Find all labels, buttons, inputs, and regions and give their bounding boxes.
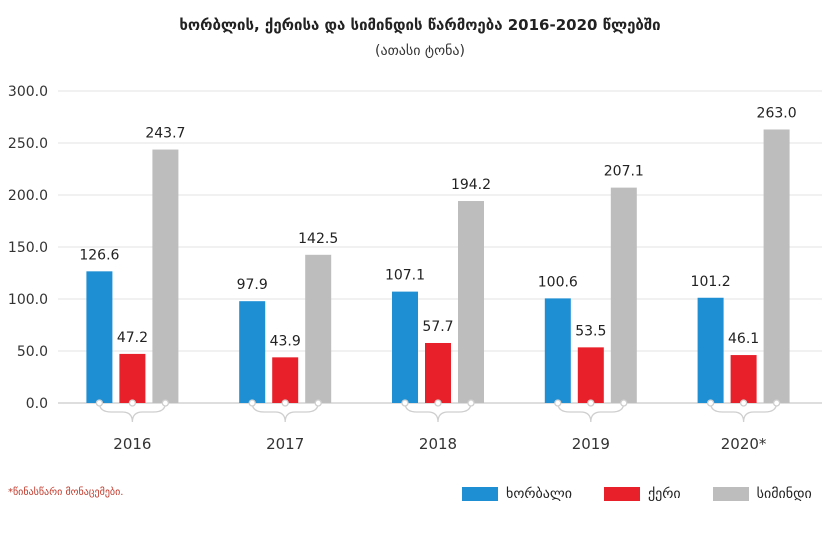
bracket-dot	[587, 399, 595, 407]
x-tick-label: 2019	[572, 435, 610, 453]
bracket-dot	[620, 399, 628, 407]
bracket-dot	[467, 399, 475, 407]
bar	[305, 254, 332, 403]
y-tick-label: 100.0	[8, 292, 48, 308]
bracket-dot	[281, 399, 289, 407]
group-bracket	[557, 402, 625, 423]
chart-subtitle: (ათასი ტონა)	[375, 43, 465, 59]
legend-swatch-barley	[603, 487, 640, 501]
data-label: 142.5	[298, 231, 338, 247]
group-bracket	[404, 402, 472, 423]
bracket-dot	[434, 399, 442, 407]
y-tick-label: 200.0	[8, 188, 48, 204]
bar	[392, 291, 418, 403]
bracket-dot	[128, 399, 137, 407]
bracket-dot	[314, 399, 322, 407]
data-label: 263.0	[757, 105, 797, 121]
bracket-dot	[772, 399, 781, 407]
legend-label-barley: ქერი	[647, 486, 681, 502]
data-label: 243.7	[145, 126, 185, 142]
bar	[763, 129, 790, 404]
bar	[425, 342, 451, 403]
data-label: 57.7	[422, 319, 453, 335]
bar	[119, 353, 146, 403]
legend-item-barley: ქერი	[603, 486, 681, 502]
data-label: 101.2	[691, 274, 731, 290]
group-bracket	[98, 402, 167, 423]
bracket-dot	[95, 399, 104, 407]
group-bracket	[251, 402, 319, 423]
x-tick-label: 2017	[266, 435, 304, 453]
data-label: 53.5	[575, 323, 606, 339]
bar	[86, 271, 113, 403]
x-tick-label: 2018	[419, 435, 457, 453]
bar	[544, 298, 571, 403]
y-tick-label: 300.0	[8, 84, 48, 100]
bracket-dot	[739, 399, 748, 407]
legend-label-wheat: ხორბალი	[506, 486, 572, 502]
data-label: 126.6	[79, 247, 119, 263]
y-tick-label: 150.0	[8, 240, 48, 256]
legend: ხორბალი ქერი სიმინდი	[462, 486, 812, 502]
bracket-dot	[706, 399, 715, 407]
legend-swatch-wheat	[462, 487, 498, 501]
bar	[152, 149, 179, 403]
bar	[458, 201, 484, 403]
bar	[239, 301, 266, 403]
bar	[610, 187, 637, 403]
bracket-dot	[248, 399, 256, 407]
data-label: 46.1	[728, 331, 759, 347]
legend-swatch-maize	[712, 487, 749, 501]
legend-label-maize: სიმინდი	[756, 486, 812, 502]
bracket-dot	[401, 399, 409, 407]
legend-item-wheat: ხორბალი	[462, 486, 572, 502]
bar	[730, 355, 757, 403]
legend-item-maize: სიმინდი	[712, 486, 812, 502]
bracket-dot	[554, 399, 562, 407]
bar	[577, 347, 604, 403]
bar	[272, 357, 299, 403]
x-tick-label: 2016	[113, 435, 151, 453]
group-bracket	[709, 402, 778, 423]
data-label: 107.1	[385, 268, 425, 284]
bar-chart: 0.0 50.0 100.0 150.0 200.0 250.0 300.0 126.6 47.…	[8, 84, 822, 453]
bracket-dot	[161, 399, 170, 407]
data-label: 100.6	[538, 274, 578, 290]
data-label: 194.2	[451, 177, 491, 193]
y-tick-label: 0.0	[26, 396, 48, 412]
data-label: 207.1	[604, 164, 644, 180]
data-label: 47.2	[117, 330, 148, 346]
bar	[697, 297, 724, 403]
data-label: 97.9	[237, 277, 268, 293]
y-tick-label: 50.0	[17, 344, 48, 360]
chart-title: ხორბლის, ქერისა და სიმინდის წარმოება 201…	[179, 16, 661, 34]
footnote: *წინასწარი მონაცემები.	[8, 487, 124, 498]
y-tick-label: 250.0	[8, 136, 48, 152]
data-label: 43.9	[270, 333, 301, 349]
x-tick-label: 2020*	[721, 435, 767, 453]
